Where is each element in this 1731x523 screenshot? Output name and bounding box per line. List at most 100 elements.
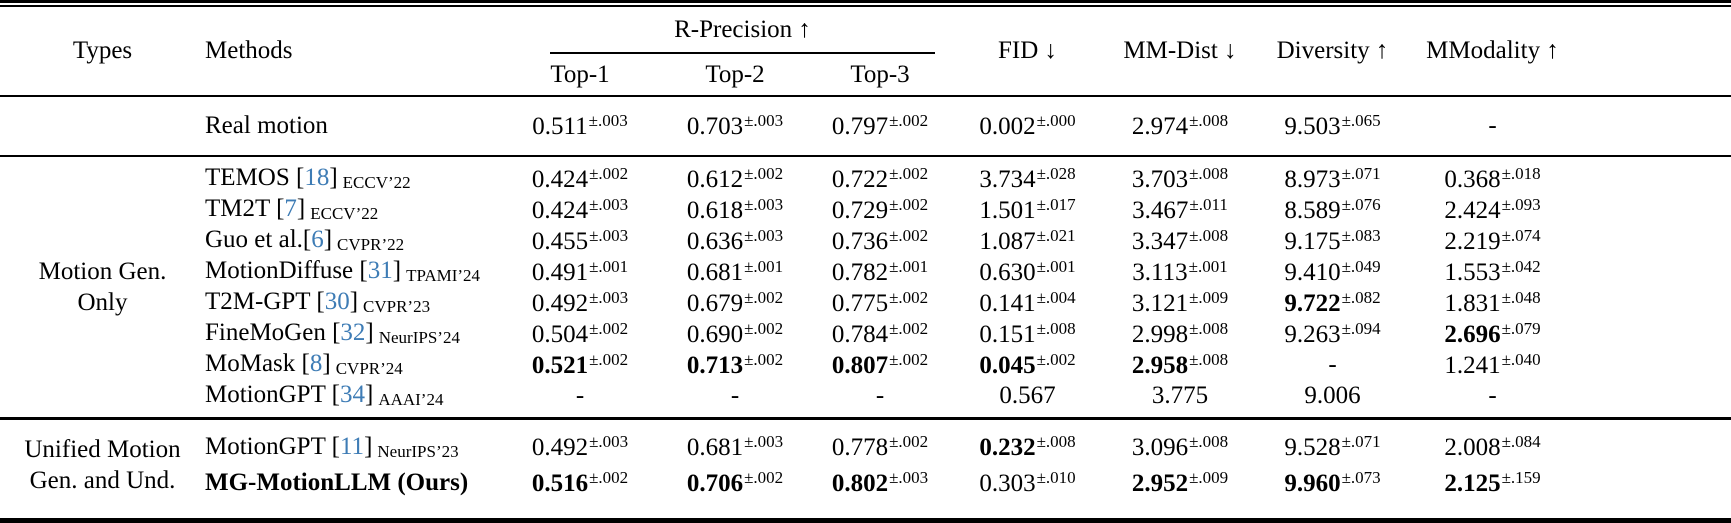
citation-bracket: ]	[365, 319, 374, 346]
col-header-mmodality: MModality ↑	[1426, 37, 1559, 64]
section-real: Real motion 0.511±.003 0.703±.003 0.797±.00…	[0, 97, 1731, 155]
method-name: Real motion	[205, 112, 328, 139]
value-cell: 0.713±.002	[686, 349, 784, 379]
value-cell: 0.782±.001	[831, 256, 929, 286]
method-name: FineMoGen	[205, 319, 326, 346]
citation-bracket: [	[325, 381, 340, 408]
table-row: Real motion 0.511±.003 0.703±.003 0.797±.00…	[205, 103, 1731, 149]
value-cell: 0.775±.002	[831, 287, 929, 317]
col-header-diversity: Diversity ↑	[1276, 37, 1389, 64]
col-header-r-precision: R-Precision ↑	[550, 7, 935, 54]
value-cell: 9.006	[1304, 381, 1361, 409]
citation-link[interactable]: 30	[324, 288, 350, 315]
citation-bracket: [	[310, 288, 325, 315]
citation-link[interactable]: 18	[304, 164, 330, 191]
table-body: Real motion 0.511±.003 0.703±.003 0.797±.00…	[0, 97, 1731, 510]
value-cell: 8.973±.071	[1284, 163, 1381, 193]
method-name: T2M-GPT	[205, 288, 311, 315]
table-row: Guo et al.[6] CVPR’22 0.455±.003 0.636±.003…	[205, 225, 1731, 256]
citation-bracket: [	[325, 319, 341, 346]
method-cell: T2M-GPT [30] CVPR’23	[205, 288, 500, 317]
citation-bracket: ]	[364, 381, 374, 408]
citation-link[interactable]: 6	[311, 226, 324, 253]
value-cell: 0.141±.004	[979, 287, 1076, 317]
col-header-top1: Top-1	[550, 60, 610, 88]
value-cell: 3.347±.008	[1131, 225, 1229, 255]
value-cell: 9.722±.082	[1284, 287, 1381, 317]
method-cell: Real motion	[205, 112, 500, 140]
value-cell: 0.521±.002	[531, 349, 629, 379]
col-group-r-precision: R-Precision ↑ Top-1 Top-2 Top-3	[500, 7, 950, 95]
value-cell: -	[1488, 112, 1497, 139]
value-cell: 0.455±.003	[531, 225, 629, 255]
citation-link[interactable]: 31	[367, 257, 393, 284]
method-cell: MotionGPT [11] NeurIPS’23	[205, 433, 500, 462]
r-precision-subheaders: Top-1 Top-2 Top-3	[500, 54, 950, 95]
value-cell: 2.696±.079	[1444, 318, 1541, 348]
header-rule	[0, 95, 1731, 97]
value-cell: 1.831±.048	[1444, 287, 1541, 317]
method-name: TM2T	[205, 195, 270, 222]
value-cell: 2.958±.008	[1131, 349, 1229, 379]
venue-tag: NeurIPS’23	[377, 441, 459, 461]
method-name: TEMOS	[205, 164, 290, 191]
value-cell: 1.241±.040	[1444, 349, 1541, 379]
value-cell: 0.516±.002	[531, 468, 629, 497]
value-cell: 0.703±.003	[686, 111, 784, 140]
citation-link[interactable]: 8	[309, 350, 323, 377]
citation-bracket: [	[353, 257, 368, 284]
value-cell: 0.807±.002	[831, 349, 929, 379]
value-cell: 9.175±.083	[1284, 225, 1381, 255]
table-row: FineMoGen [32] NeurIPS’24 0.504±.002 0.690±…	[205, 318, 1731, 349]
citation-bracket: [	[269, 195, 285, 222]
citation-bracket: ]	[392, 257, 402, 284]
method-cell: MotionGPT [34] AAAI’24	[205, 381, 500, 410]
value-cell: 0.722±.002	[831, 163, 929, 193]
method-name: MG-MotionLLM (Ours)	[205, 469, 469, 496]
citation-link[interactable]: 32	[340, 319, 366, 346]
citation-link[interactable]: 34	[339, 381, 365, 408]
table-row: MG-MotionLLM (Ours) 0.516±.002 0.706±.002 0…	[205, 465, 1731, 501]
venue-tag: TPAMI’24	[406, 266, 481, 285]
section-rule	[0, 417, 1731, 420]
value-cell: 3.775	[1151, 381, 1209, 409]
value-cell: 0.303±.010	[979, 468, 1076, 497]
citation-bracket: [	[302, 226, 312, 253]
value-cell: 3.703±.008	[1131, 163, 1229, 193]
value-cell: 2.424±.093	[1444, 194, 1541, 224]
value-cell: -	[1328, 350, 1337, 378]
value-cell: 3.121±.009	[1131, 287, 1229, 317]
citation-bracket: ]	[329, 164, 338, 191]
top-double-rule	[0, 3, 1731, 7]
section-rows: TEMOS [18] ECCV’22 0.424±.002 0.612±.002 0.7…	[205, 157, 1731, 417]
value-cell: 0.424±.002	[531, 163, 629, 193]
value-cell: 9.263±.094	[1284, 318, 1381, 348]
value-cell: 0.002±.000	[979, 111, 1076, 140]
table-row: MotionGPT [11] NeurIPS’23 0.492±.003 0.681±…	[205, 429, 1731, 465]
value-cell: 0.679±.002	[686, 287, 784, 317]
value-cell: 3.113±.001	[1132, 256, 1228, 286]
citation-bracket: [	[295, 350, 310, 377]
citation-link[interactable]: 7	[284, 195, 297, 222]
value-cell: 2.125±.159	[1444, 468, 1541, 497]
venue-tag: ECCV’22	[342, 173, 411, 192]
value-cell: 9.503±.065	[1284, 111, 1381, 140]
value-cell: 1.501±.017	[979, 194, 1076, 224]
section-type-label	[0, 97, 205, 155]
method-cell: MoMask [8] CVPR’24	[205, 350, 500, 379]
value-cell: -	[1488, 381, 1497, 409]
value-cell: 0.424±.003	[531, 194, 629, 224]
value-cell: 0.681±.003	[686, 432, 784, 461]
citation-link[interactable]: 11	[339, 432, 365, 460]
value-cell: 3.467±.011	[1132, 194, 1228, 224]
venue-tag: CVPR’22	[337, 235, 405, 254]
value-cell: 0.492±.003	[531, 432, 629, 461]
value-cell: 0.368±.018	[1444, 163, 1541, 193]
section-rows: MotionGPT [11] NeurIPS’23 0.492±.003 0.681±…	[205, 420, 1731, 510]
value-cell: 0.612±.002	[686, 163, 784, 193]
value-cell: -	[575, 381, 585, 409]
value-cell: 3.734±.028	[979, 163, 1076, 193]
value-cell: 0.151±.008	[979, 318, 1076, 348]
value-cell: 0.802±.003	[831, 468, 929, 497]
